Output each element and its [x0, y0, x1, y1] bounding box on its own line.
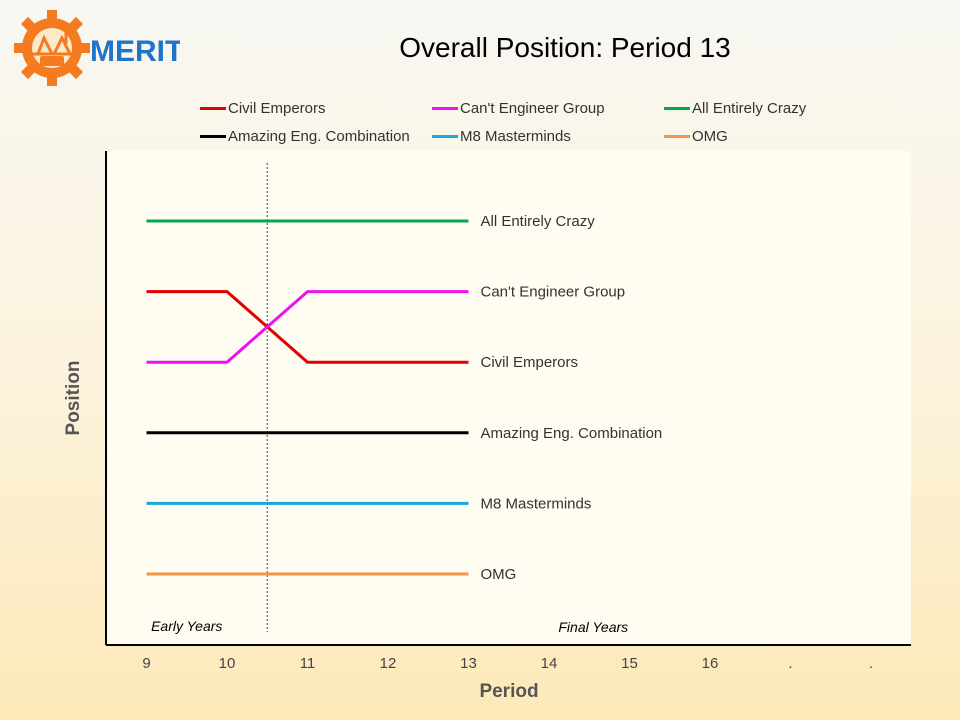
legend-item: M8 Masterminds — [432, 127, 571, 145]
series-line — [146, 290, 469, 364]
x-tick-label: 13 — [460, 655, 477, 672]
legend-label: All Entirely Crazy — [692, 99, 807, 117]
legend-label: Can't Engineer Group — [460, 99, 605, 117]
x-tick-label: . — [788, 655, 792, 672]
legend-label: Amazing Eng. Combination — [228, 127, 410, 145]
legend-item: Amazing Eng. Combination — [200, 127, 410, 145]
x-axis-label: Period — [479, 681, 538, 702]
legend-item: Can't Engineer Group — [432, 99, 605, 117]
x-tick-label: 15 — [621, 655, 638, 672]
plot-area — [106, 151, 911, 645]
annotation-label: Final Years — [558, 619, 628, 635]
chart-title: Overall Position: Period 13 — [399, 32, 731, 63]
legend-swatch — [664, 106, 690, 110]
series-end-label: All Entirely Crazy — [481, 213, 596, 230]
x-tick-label: 11 — [300, 655, 316, 672]
series-end-label: Civil Emperors — [481, 354, 579, 371]
legend-item: All Entirely Crazy — [664, 99, 806, 117]
x-tick-label: 9 — [142, 655, 150, 672]
brand-name: MERIT — [90, 35, 180, 68]
series-end-label: Can't Engineer Group — [481, 284, 626, 301]
annotation-label: Early Years — [151, 618, 222, 634]
y-axis-label: Position — [63, 361, 84, 436]
legend-swatch — [664, 134, 690, 138]
legend-swatch — [432, 106, 458, 110]
series-line — [146, 290, 469, 364]
legend-label: OMG — [692, 127, 728, 145]
legend-label: Civil Emperors — [228, 99, 326, 117]
x-tick-label: 12 — [380, 655, 397, 672]
legend-swatch — [200, 106, 226, 110]
legend-item: OMG — [664, 127, 728, 145]
legend-label: M8 Masterminds — [460, 127, 571, 145]
x-tick-label: 10 — [219, 655, 236, 672]
legend-swatch — [200, 134, 226, 138]
x-tick-label: 14 — [541, 655, 558, 672]
x-tick-label: 16 — [702, 655, 719, 672]
legend-swatch — [432, 134, 458, 138]
legend-item: Civil Emperors — [200, 99, 326, 117]
series-end-label: Amazing Eng. Combination — [481, 425, 663, 442]
series-end-label: M8 Masterminds — [481, 495, 592, 512]
x-tick-label: . — [869, 655, 873, 672]
series-end-label: OMG — [481, 566, 517, 583]
merit-logo: MERIT — [14, 10, 180, 86]
